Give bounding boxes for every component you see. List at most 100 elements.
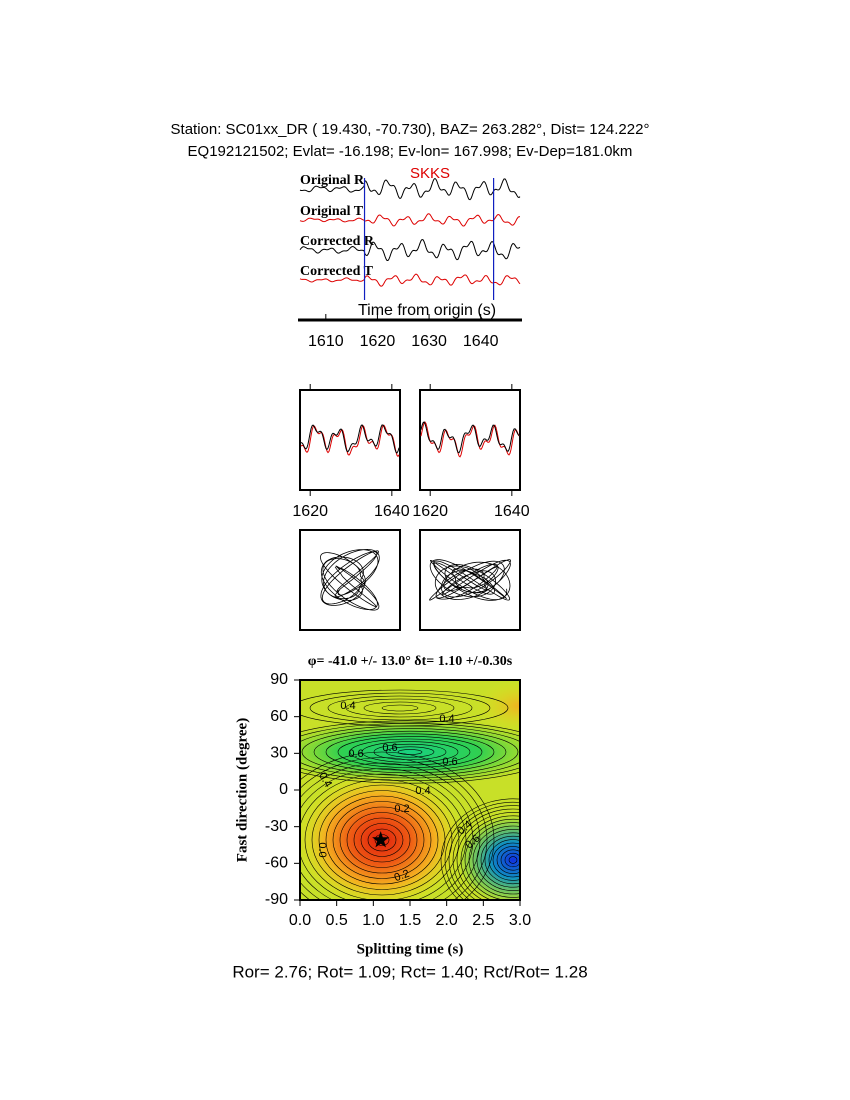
contour-line <box>464 818 520 900</box>
panel-frame <box>419 389 521 491</box>
waveform <box>300 424 400 454</box>
color-region <box>458 815 520 900</box>
trace-panel: Original R Original T Corrected R Corrected… <box>299 173 521 300</box>
contour-line <box>456 812 520 900</box>
x-tick-label: 1640 <box>463 333 499 350</box>
panel-frame <box>299 529 401 631</box>
contour-line <box>325 733 495 771</box>
y-tick-label: 0 <box>279 781 288 798</box>
contour-line <box>300 723 520 781</box>
waveform <box>420 421 520 454</box>
waveform <box>420 421 520 458</box>
contour-line <box>346 812 418 868</box>
contour-line <box>361 741 459 763</box>
trace-label: Corrected T <box>300 264 374 279</box>
trace-label: Corrected R <box>300 234 375 249</box>
x-tick-label: 1620 <box>360 333 396 350</box>
contour-label: 0.6 <box>348 748 363 760</box>
waveform <box>299 213 521 227</box>
phase-label: SKKS <box>410 165 450 182</box>
contour-line <box>484 835 520 885</box>
contour-line <box>448 805 520 900</box>
contour-line <box>327 695 473 721</box>
contour-lines <box>300 689 520 900</box>
x-tick-label: 1630 <box>411 333 447 350</box>
contour-line <box>300 768 474 900</box>
contour-line <box>488 839 520 881</box>
x-tick-label: 1.5 <box>399 912 421 929</box>
y-tick-label: -30 <box>265 818 288 835</box>
contour-line <box>349 738 471 766</box>
contour-line <box>363 701 437 715</box>
contour-line <box>476 829 520 891</box>
contour-line <box>496 846 520 874</box>
contour-line <box>300 689 509 727</box>
contour-line <box>508 856 518 864</box>
contour-line <box>500 849 520 871</box>
y-tick-label: 30 <box>270 745 288 762</box>
x-tick-label: 2.5 <box>472 912 494 929</box>
x-tick-label: 1640 <box>494 503 530 520</box>
contour-line <box>339 806 425 874</box>
contour-line <box>309 692 491 724</box>
x-tick-label: 3.0 <box>509 912 531 929</box>
contour-line <box>472 825 520 895</box>
x-tick-label: 1610 <box>308 333 344 350</box>
waveform <box>299 273 521 287</box>
y-tick-label: 60 <box>270 708 288 725</box>
y-tick-label: -90 <box>265 891 288 908</box>
waveform <box>299 238 521 261</box>
footer: Ror= 2.76; Rot= 1.09; Rct= 1.40; Rct/Rot… <box>232 962 587 981</box>
contour-label: 0.4 <box>340 700 355 712</box>
chart-title: φ= -41.0 +/- 13.0° δt= 1.10 +/-0.30s <box>308 654 513 669</box>
contour-line <box>452 808 520 900</box>
contour-line <box>360 823 404 857</box>
contour-label: 0.2 <box>393 868 411 885</box>
contour-line <box>313 730 507 774</box>
contour-label: 0.6 <box>382 742 397 754</box>
contour-line <box>300 720 520 784</box>
contour-line <box>468 822 520 898</box>
x-tick-label: 0.5 <box>326 912 348 929</box>
header-line: EQ192121502; Evlat= -16.198; Ev-lon= 167… <box>188 143 633 160</box>
contour-label: 0.2 <box>394 803 409 815</box>
contour-line <box>460 815 520 900</box>
contour-line <box>311 784 453 896</box>
particle-motion <box>320 548 380 611</box>
contour-label: 0.4 <box>439 713 454 725</box>
contour-line <box>301 728 519 776</box>
contour-line <box>300 773 467 900</box>
trace-label: Original T <box>300 204 364 219</box>
x-axis-label: Time from origin (s) <box>358 302 496 319</box>
x-tick-label: 1.0 <box>362 912 384 929</box>
contour-line <box>367 828 397 852</box>
x-tick-label: 1620 <box>412 503 448 520</box>
contour-line <box>337 736 483 768</box>
particle-motion <box>429 559 512 601</box>
contour-line <box>440 798 520 900</box>
trace-label: Original R <box>300 173 365 188</box>
contour-line <box>374 834 390 846</box>
contour-line <box>353 817 411 863</box>
contour-line <box>300 751 495 900</box>
contour-line <box>332 801 432 879</box>
contour-plot: 0.0 0.5 1.0 1.5 2.0 2.5 3.0 -90 -60 -30 0 30 60 90 0.4… <box>265 671 531 929</box>
waveform <box>299 177 521 201</box>
x-tick-label: 0.0 <box>289 912 311 929</box>
header-line: Station: SC01xx_DR ( 19.430, -70.730), B… <box>171 121 650 138</box>
y-axis-label: Fast direction (degree) <box>234 718 250 862</box>
contour-line <box>325 795 439 885</box>
x-tick-label: 1640 <box>374 503 410 520</box>
contour-line <box>504 852 520 868</box>
panel-frame <box>419 529 521 631</box>
x-tick-label: 2.0 <box>436 912 458 929</box>
waveform-panels: 1620 1640 1620 1640 <box>292 384 530 631</box>
contour-line <box>397 749 423 755</box>
contour-line <box>373 743 447 761</box>
contour-line <box>444 801 520 900</box>
x-tick-label: 1620 <box>292 503 328 520</box>
contour-line <box>480 832 520 888</box>
contour-label: 0.0 <box>316 842 328 857</box>
contour-label: 0.4 <box>415 785 430 797</box>
